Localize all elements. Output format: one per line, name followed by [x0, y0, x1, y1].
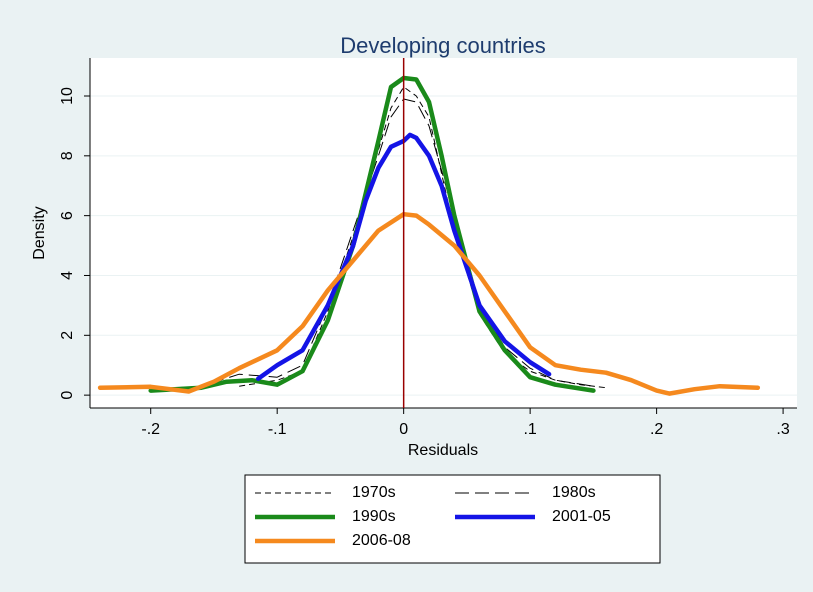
series-line [97, 211, 761, 396]
x-axis-label: Residuals [408, 442, 478, 459]
legend-label: 2001-05 [552, 508, 611, 525]
legend-label: 1990s [352, 508, 396, 525]
legend-label: 1970s [352, 484, 396, 501]
x-tick-label: .3 [776, 421, 789, 438]
chart-title: Developing countries [340, 33, 545, 58]
series-line [239, 86, 607, 389]
y-tick-label: 6 [59, 211, 76, 220]
y-tick-label: 10 [59, 87, 76, 105]
x-tick-label: 0 [399, 421, 408, 438]
y-tick-label: 8 [59, 151, 76, 160]
plot-region [90, 58, 797, 408]
x-tick-label: .1 [523, 421, 536, 438]
y-tick-label: 4 [59, 271, 76, 280]
x-tick-label: -.2 [141, 421, 160, 438]
x-tick-label: .2 [650, 421, 663, 438]
y-tick-label: 2 [59, 331, 76, 340]
y-axis-label: Density [31, 206, 48, 259]
y-tick-label: 0 [59, 391, 76, 400]
series-line [150, 98, 594, 390]
legend-label: 2006-08 [352, 532, 411, 549]
x-tick-label: -.1 [268, 421, 287, 438]
legend-label: 1980s [552, 484, 596, 501]
series-line [255, 132, 552, 381]
series-line [148, 75, 596, 393]
